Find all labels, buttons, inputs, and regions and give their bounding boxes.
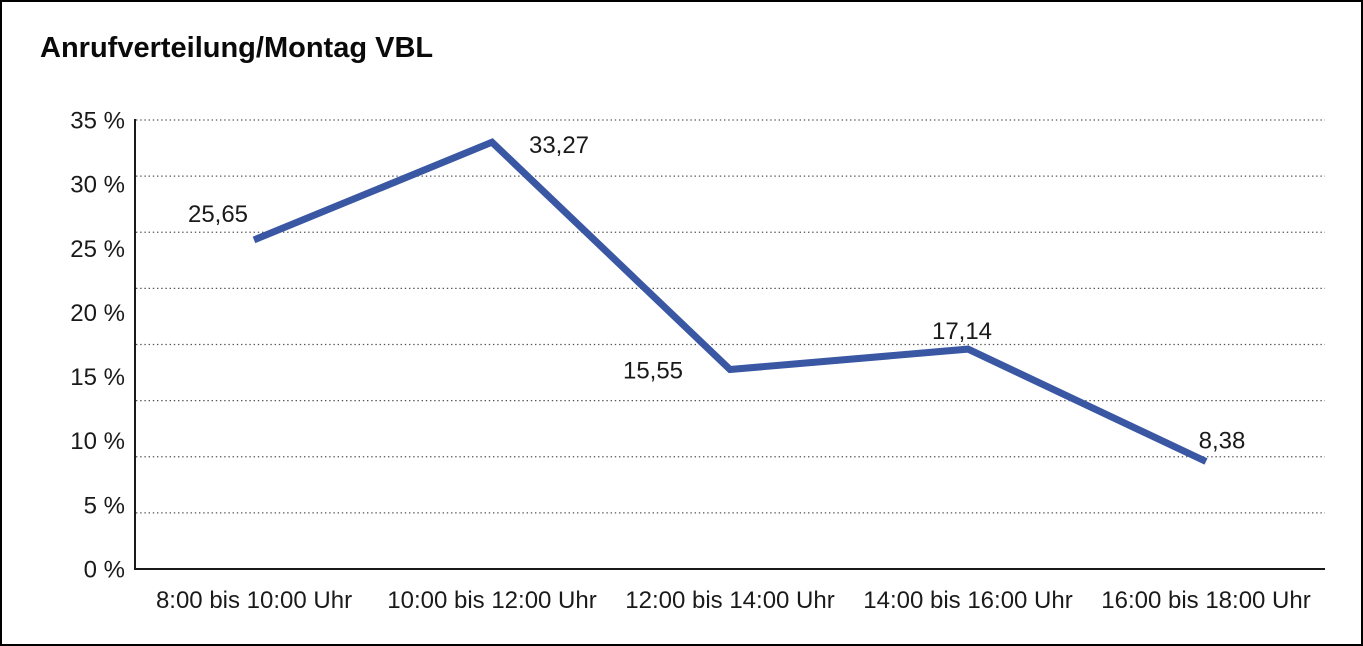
data-point-label: 15,55 xyxy=(623,358,683,385)
data-point-label: 33,27 xyxy=(529,132,589,159)
data-point-label: 17,14 xyxy=(932,318,992,345)
y-tick-label: 10 % xyxy=(70,428,125,455)
y-tick-label: 5 % xyxy=(84,492,125,519)
data-point-label: 25,65 xyxy=(188,201,248,228)
y-tick-label: 25 % xyxy=(70,236,125,263)
data-series-line xyxy=(252,138,1208,465)
x-tick-label: 16:00 bis 18:00 Uhr xyxy=(1101,587,1310,614)
x-tick-label: 8:00 bis 10:00 Uhr xyxy=(156,587,352,614)
x-tick-label: 10:00 bis 12:00 Uhr xyxy=(387,587,596,614)
x-tick-label: 14:00 bis 16:00 Uhr xyxy=(863,587,1072,614)
chart-title: Anrufverteilung/Montag VBL xyxy=(40,32,434,64)
x-tick-label: 12:00 bis 14:00 Uhr xyxy=(625,587,834,614)
y-tick-label: 0 % xyxy=(84,557,125,584)
y-tick-label: 20 % xyxy=(70,300,125,327)
y-tick-label: 15 % xyxy=(70,364,125,391)
data-point-label: 8,38 xyxy=(1199,427,1246,454)
y-tick-label: 35 % xyxy=(70,108,125,135)
y-tick-label: 30 % xyxy=(70,172,125,199)
